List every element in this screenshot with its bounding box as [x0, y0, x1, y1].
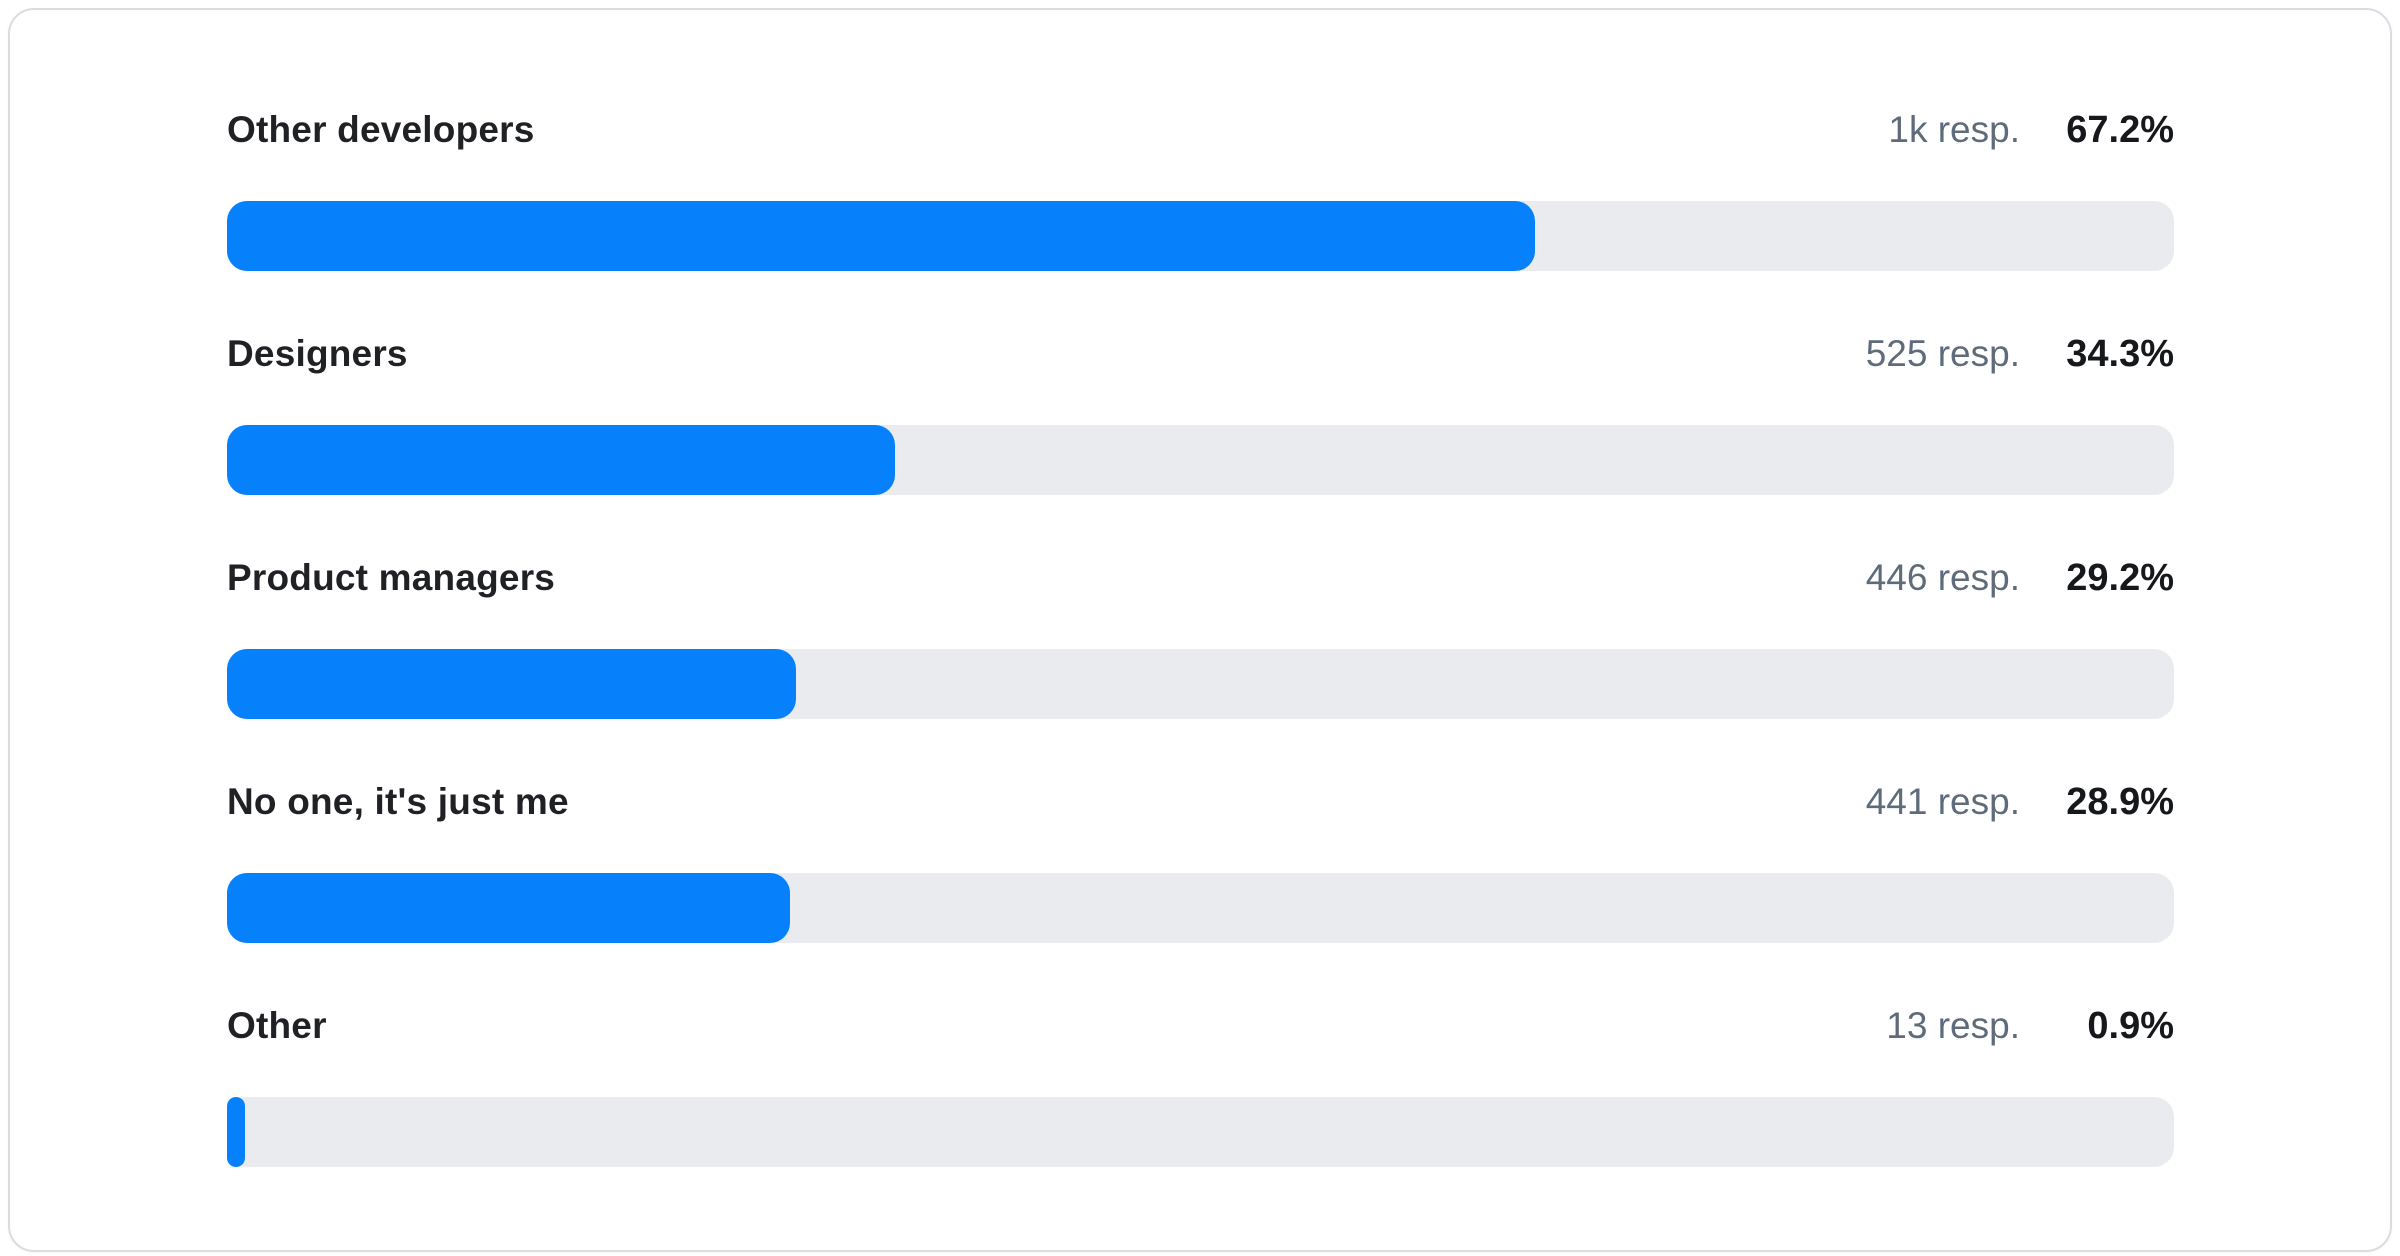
bar-fill — [227, 873, 790, 943]
result-row: Designers 525 resp. 34.3% — [227, 330, 2174, 495]
percentage-value: 29.2% — [2066, 556, 2174, 599]
result-row: Other 13 resp. 0.9% — [227, 1002, 2174, 1167]
category-label: No one, it's just me — [227, 781, 569, 822]
result-row-header: Other 13 resp. 0.9% — [227, 1002, 2174, 1050]
bar-fill — [227, 201, 1536, 271]
category-label: Other — [227, 1005, 327, 1046]
bar-track — [227, 649, 2174, 719]
bar-fill — [227, 1097, 245, 1167]
response-count: 525 resp. — [1865, 333, 2020, 374]
percentage-value: 67.2% — [2066, 108, 2174, 151]
result-row-header: No one, it's just me 441 resp. 28.9% — [227, 778, 2174, 826]
response-count: 446 resp. — [1865, 557, 2020, 598]
bar-track — [227, 873, 2174, 943]
result-row: Other developers 1k resp. 67.2% — [227, 106, 2174, 271]
result-row: No one, it's just me 441 resp. 28.9% — [227, 778, 2174, 943]
percentage-value: 0.9% — [2087, 1004, 2174, 1047]
response-count: 13 resp. — [1886, 1005, 2020, 1046]
bar-track — [227, 201, 2174, 271]
response-count: 1k resp. — [1888, 109, 2020, 150]
survey-results-card: Other developers 1k resp. 67.2% Designer… — [8, 8, 2392, 1252]
result-row: Product managers 446 resp. 29.2% — [227, 554, 2174, 719]
category-label: Product managers — [227, 557, 556, 598]
bar-fill — [227, 649, 796, 719]
result-row-header: Other developers 1k resp. 67.2% — [227, 106, 2174, 154]
bar-track — [227, 425, 2174, 495]
bar-fill — [227, 425, 895, 495]
result-row-header: Designers 525 resp. 34.3% — [227, 330, 2174, 378]
response-count: 441 resp. — [1865, 781, 2020, 822]
category-label: Other developers — [227, 109, 535, 150]
bar-track — [227, 1097, 2174, 1167]
percentage-value: 28.9% — [2066, 780, 2174, 823]
result-row-header: Product managers 446 resp. 29.2% — [227, 554, 2174, 602]
category-label: Designers — [227, 333, 408, 374]
percentage-value: 34.3% — [2066, 332, 2174, 375]
